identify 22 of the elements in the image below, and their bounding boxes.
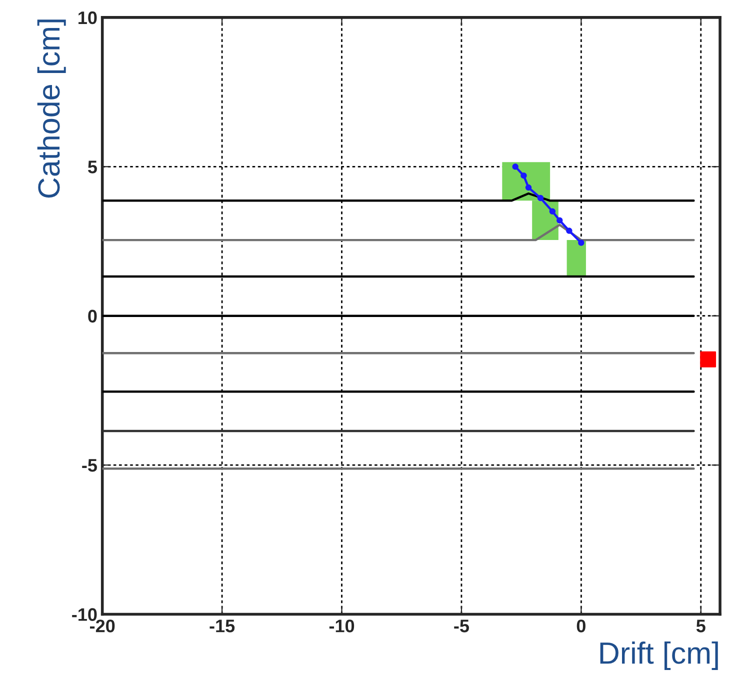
x-tick-label: 0 xyxy=(576,620,586,632)
x-axis-title: Drift [cm] xyxy=(600,641,718,670)
y-tick-label: 5 xyxy=(88,160,97,174)
point xyxy=(537,194,544,202)
point xyxy=(512,164,518,170)
y-tick-label: 10 xyxy=(78,11,97,24)
x-tick-label: -10 xyxy=(329,620,354,632)
point xyxy=(549,208,556,215)
point xyxy=(700,351,716,368)
x-tick-label: -5 xyxy=(454,620,469,632)
point xyxy=(520,172,527,179)
y-tick-label: -5 xyxy=(82,459,97,472)
point xyxy=(556,217,563,224)
point xyxy=(566,228,572,234)
point xyxy=(525,184,532,191)
y-tick-label: -10 xyxy=(72,608,97,621)
x-tick-label: -20 xyxy=(90,620,115,632)
y-tick-label: 0 xyxy=(88,310,97,323)
point xyxy=(578,240,584,246)
x-tick-label: 5 xyxy=(696,620,706,632)
y-axis-title: Cathode [cm] xyxy=(37,20,66,198)
x-tick-label: -15 xyxy=(210,620,235,632)
